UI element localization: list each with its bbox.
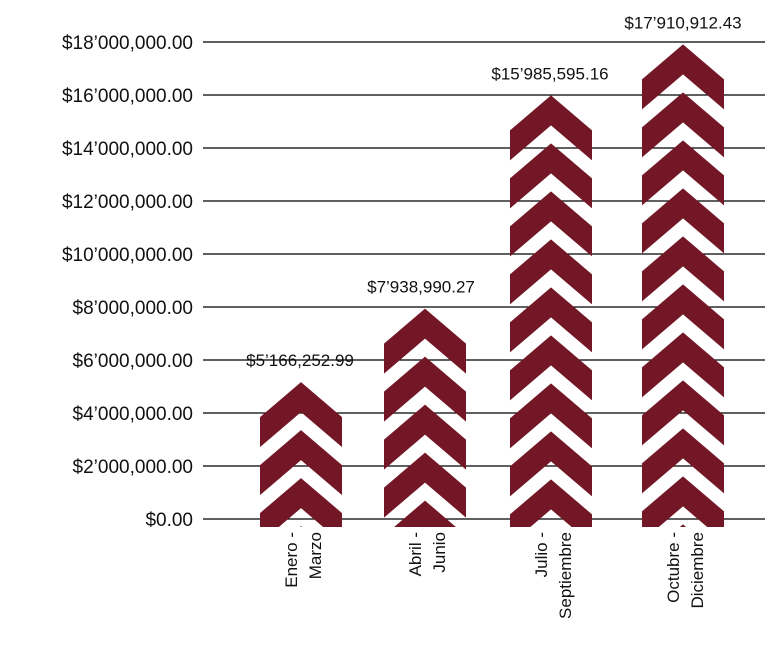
data-label: $7’938,990.27	[367, 278, 475, 297]
y-tick-label: $4’000,000.00	[73, 404, 193, 425]
bar-chevron	[510, 143, 592, 209]
bar	[510, 95, 592, 592]
category-label-line: Diciembre	[688, 532, 707, 609]
bar-chevron	[510, 527, 592, 592]
category-label-line: Abril -	[406, 532, 425, 576]
y-tick-label: $10’000,000.00	[62, 245, 193, 266]
data-label: $17’910,912.43	[624, 13, 741, 32]
y-tick-label: $12’000,000.00	[62, 192, 193, 213]
svg-text:Octubre -Diciembre: Octubre - Diciembre	[664, 532, 707, 609]
bar-chevron	[642, 476, 724, 528]
bar-chevron	[510, 383, 592, 449]
category-label-line: Enero -	[282, 532, 301, 588]
y-tick-label: $18’000,000.00	[62, 33, 193, 54]
bar-chevron	[642, 428, 724, 494]
bar-chevron	[384, 452, 466, 518]
category-label-line: Septiembre	[556, 532, 575, 619]
category-label: Enero - Marzo	[282, 532, 325, 588]
bar-chevron	[642, 140, 724, 206]
bar-chevron	[679, 524, 687, 528]
bar-chevron	[384, 404, 466, 470]
data-label: $15’985,595.16	[491, 64, 608, 83]
y-tick-label: $2’000,000.00	[73, 457, 193, 478]
bar-chevron	[510, 287, 592, 353]
bars	[260, 44, 724, 592]
bar-chevron	[510, 95, 592, 161]
category-label-line: Julio -	[532, 532, 551, 577]
data-label: $5’166,252.99	[246, 351, 354, 370]
bar-chevron	[510, 191, 592, 257]
bar-chevron	[260, 430, 342, 496]
bar-chevron	[642, 284, 724, 350]
category-label-line: Marzo	[306, 532, 325, 579]
bar-chevron	[642, 44, 724, 110]
bar-chevron	[394, 500, 456, 527]
category-label-line: Octubre -	[664, 532, 683, 603]
y-tick-label: $0.00	[145, 510, 193, 531]
bar-chevron	[642, 92, 724, 158]
bar-chevron	[510, 479, 592, 528]
bar-chevron	[510, 431, 592, 497]
svg-text:Enero -Marzo: Enero - Marzo	[282, 532, 325, 588]
category-label: Octubre - Diciembre	[664, 532, 707, 609]
bar	[384, 308, 466, 527]
category-label: Abril - Junio	[406, 532, 449, 576]
bar-chevron	[260, 478, 342, 527]
bar-chevron	[299, 526, 303, 527]
y-tick-label: $8’000,000.00	[73, 298, 193, 319]
category-labels: Enero - Marzo Abril - Junio Julio - Septiembr…	[282, 532, 707, 619]
svg-text:Abril -Junio: Abril - Junio	[406, 532, 449, 576]
category-label-line: Junio	[430, 532, 449, 573]
bar-chevron	[260, 382, 342, 448]
bar-chevron	[384, 356, 466, 422]
bar-chevron	[642, 380, 724, 446]
bar	[260, 382, 342, 527]
data-labels: $5’166,252.99 $7’938,990.27 $15’985,595.16…	[246, 13, 742, 370]
bar-chevron	[642, 236, 724, 302]
bar-chevron	[384, 308, 466, 374]
bar-chevron	[510, 335, 592, 401]
y-tick-label: $6’000,000.00	[73, 351, 193, 372]
bar-chevron	[642, 188, 724, 254]
y-axis-tick-labels: $0.00 $2’000,000.00 $4’000,000.00 $6’000,00…	[62, 33, 193, 531]
svg-text:Julio -Septiembre: Julio - Septiembre	[532, 532, 575, 619]
bar	[642, 44, 724, 528]
bar-chevron	[642, 332, 724, 398]
category-label: Julio - Septiembre	[532, 532, 575, 619]
bar-chevron	[510, 239, 592, 305]
y-tick-label: $16’000,000.00	[62, 86, 193, 107]
y-tick-label: $14’000,000.00	[62, 139, 193, 160]
